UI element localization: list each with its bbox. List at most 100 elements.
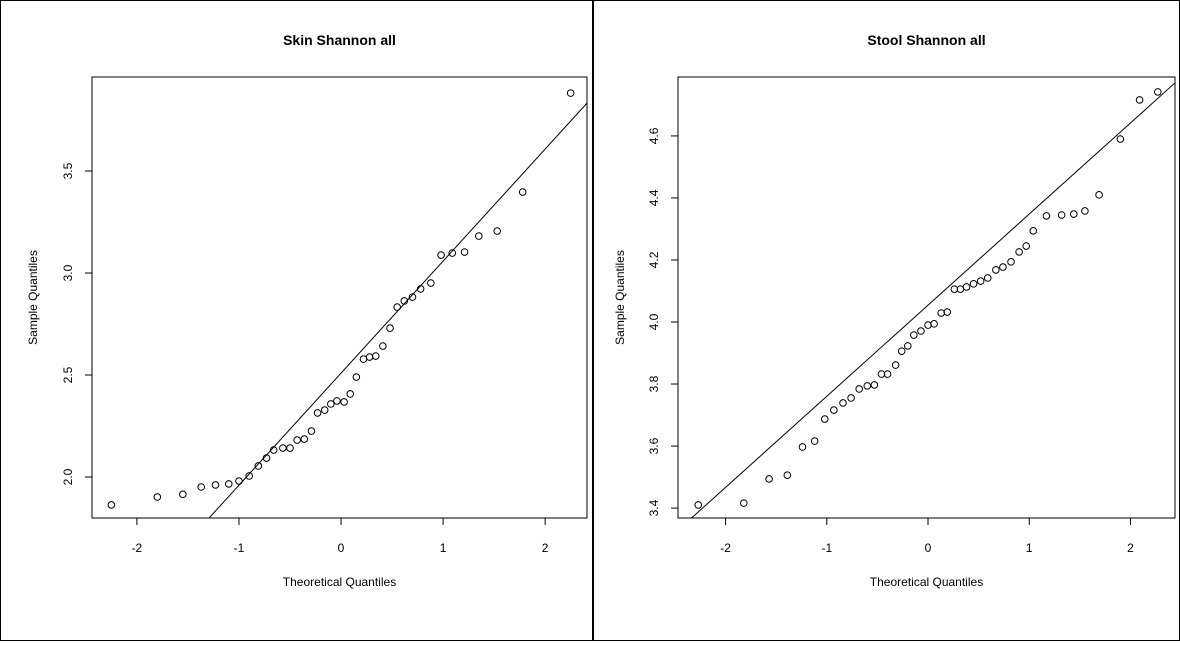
point bbox=[1029, 227, 1038, 235]
reference-line bbox=[690, 82, 1175, 518]
point bbox=[269, 446, 278, 454]
point bbox=[847, 394, 855, 402]
x-axis-label: Theoretical Quantiles bbox=[283, 575, 396, 589]
point bbox=[891, 361, 900, 369]
point bbox=[983, 274, 992, 282]
plot-box bbox=[91, 76, 588, 519]
y-tick-label: 2.0 bbox=[61, 468, 75, 485]
point bbox=[400, 297, 409, 305]
point bbox=[320, 406, 329, 414]
point bbox=[917, 327, 925, 335]
x-tick-label: -1 bbox=[821, 541, 832, 555]
point bbox=[943, 308, 952, 316]
point bbox=[460, 248, 469, 256]
point bbox=[855, 385, 863, 393]
y-tick-label: 4.2 bbox=[647, 251, 661, 268]
point bbox=[765, 475, 773, 483]
point bbox=[475, 232, 483, 240]
y-axis-label: Sample Quantiles bbox=[613, 250, 627, 345]
x-tick-label: 0 bbox=[338, 541, 345, 555]
y-tick-label: 4.0 bbox=[647, 313, 661, 330]
point bbox=[340, 398, 348, 406]
point bbox=[224, 480, 233, 488]
point bbox=[245, 472, 253, 480]
point bbox=[493, 227, 501, 235]
point bbox=[416, 285, 425, 293]
point bbox=[863, 382, 872, 390]
x-tick-label: 1 bbox=[1026, 541, 1033, 555]
point bbox=[969, 280, 978, 288]
reference-line bbox=[208, 102, 587, 518]
y-tick-label: 4.6 bbox=[647, 127, 661, 144]
point bbox=[870, 381, 879, 389]
point bbox=[820, 415, 829, 423]
point bbox=[999, 263, 1007, 271]
point bbox=[830, 406, 838, 414]
x-tick-label: -2 bbox=[720, 541, 731, 555]
point bbox=[346, 390, 355, 398]
point bbox=[566, 89, 575, 97]
chart-title: Skin Shannon all bbox=[283, 32, 396, 48]
point bbox=[408, 293, 417, 301]
point bbox=[903, 342, 912, 350]
point bbox=[930, 320, 938, 328]
point bbox=[386, 324, 394, 332]
point bbox=[1042, 212, 1051, 220]
point bbox=[448, 249, 457, 257]
point bbox=[518, 188, 527, 196]
point bbox=[307, 427, 316, 435]
point bbox=[153, 493, 162, 501]
point bbox=[179, 490, 187, 499]
point bbox=[293, 436, 301, 444]
y-tick-label: 3.5 bbox=[61, 162, 75, 179]
point bbox=[1022, 242, 1031, 250]
point bbox=[286, 444, 294, 452]
point bbox=[371, 352, 380, 360]
x-tick-label: -2 bbox=[132, 541, 143, 555]
point bbox=[327, 400, 335, 408]
point bbox=[883, 370, 892, 378]
x-axis-label: Theoretical Quantiles bbox=[870, 575, 983, 589]
point bbox=[950, 285, 959, 293]
chart-title: Stool Shannon all bbox=[867, 32, 985, 48]
point bbox=[877, 370, 886, 378]
point bbox=[1081, 207, 1089, 215]
x-tick-label: -1 bbox=[234, 541, 245, 555]
y-tick-label: 3.4 bbox=[647, 499, 661, 516]
point bbox=[910, 331, 918, 339]
y-tick-label: 2.5 bbox=[61, 366, 75, 383]
y-axis-label: Sample Quantiles bbox=[26, 250, 40, 345]
x-tick-label: 0 bbox=[925, 541, 932, 555]
point bbox=[379, 342, 387, 350]
point bbox=[897, 347, 906, 355]
point bbox=[783, 471, 792, 480]
point bbox=[962, 283, 971, 291]
point bbox=[1153, 88, 1162, 96]
x-tick-label: 1 bbox=[440, 541, 447, 555]
y-tick-label: 3.8 bbox=[647, 375, 661, 392]
point bbox=[262, 454, 271, 462]
point bbox=[352, 373, 361, 381]
point bbox=[235, 477, 243, 485]
point bbox=[313, 409, 322, 417]
point bbox=[300, 435, 309, 443]
point bbox=[992, 266, 1000, 274]
point bbox=[810, 437, 819, 445]
y-tick-label: 4.4 bbox=[647, 189, 661, 206]
y-tick-label: 3.0 bbox=[61, 264, 75, 281]
point bbox=[393, 303, 401, 311]
point bbox=[739, 499, 748, 507]
point bbox=[107, 501, 116, 509]
point bbox=[1069, 210, 1078, 218]
point bbox=[839, 399, 847, 407]
point bbox=[1116, 135, 1125, 143]
point bbox=[1007, 258, 1015, 266]
point bbox=[1135, 96, 1144, 104]
point bbox=[798, 443, 807, 451]
y-tick-label: 3.6 bbox=[647, 437, 661, 454]
point bbox=[211, 481, 220, 489]
point bbox=[1015, 248, 1023, 256]
point bbox=[254, 462, 263, 470]
